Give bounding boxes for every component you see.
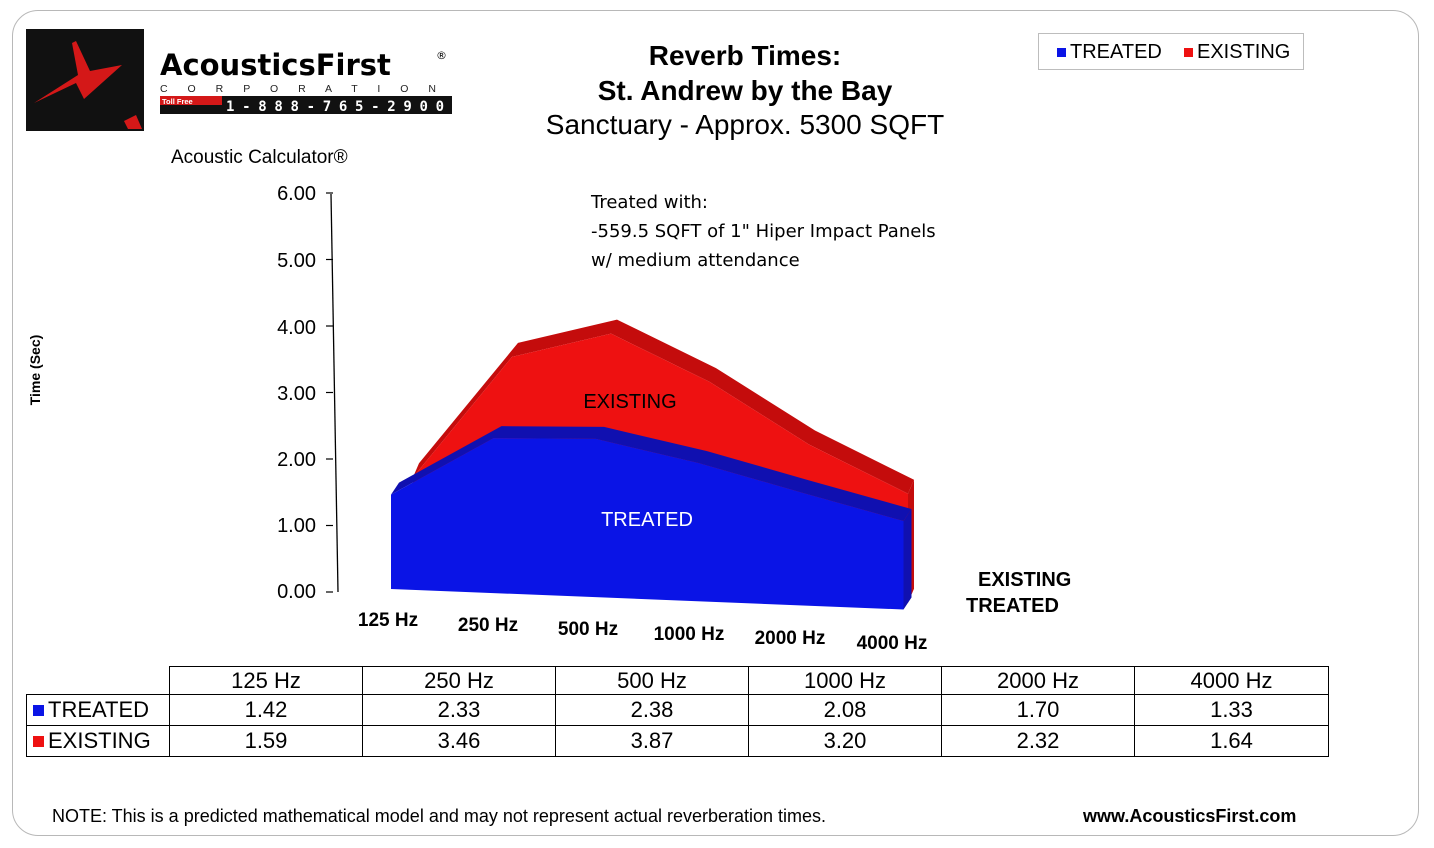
table-cell: 2.08 [748,694,942,726]
chart-subtitle: Sanctuary - Approx. 5300 SQFT [545,109,945,140]
table-row-label-text: TREATED [48,697,150,722]
treated-side-face [903,509,912,610]
table-cell: 3.20 [748,725,942,757]
table-header-cell: 500 Hz [555,666,749,695]
legend-swatch-treated [1057,48,1066,57]
table-cell: 1.42 [169,694,363,726]
treatment-annotation: Treated with: -559.5 SQFT of 1" Hiper Imp… [591,188,936,275]
x-tick-label: 1000 Hz [653,624,725,645]
depth-label-treated: TREATED [966,595,1059,617]
legend-swatch-existing [1184,48,1193,57]
table-header-cell: 4000 Hz [1134,666,1329,695]
table-cell: 2.32 [941,725,1135,757]
disclaimer-note: NOTE: This is a predicted mathematical m… [52,806,827,826]
table-cell: 3.46 [362,725,556,757]
chart-title-line1: Reverb Times: [648,40,842,71]
y-tick-label: 4.00 [277,317,316,339]
table-row-treated: TREATED 1.42 2.33 2.38 2.08 1.70 1.33 [26,694,1329,726]
y-tick-label: 5.00 [277,250,316,272]
table-cell: 1.33 [1134,694,1329,726]
x-tick-label: 2000 Hz [754,628,826,649]
treated-area [391,438,904,610]
treated-top-face [391,426,912,522]
x-tick-label: 4000 Hz [856,633,928,654]
chart-title-line2: St. Andrew by the Bay [597,75,893,106]
legend-label-existing: EXISTING [1197,41,1291,63]
website-link[interactable]: www.AcousticsFirst.com [1083,806,1297,826]
y-axis-line [330,193,339,593]
table-cell: 2.33 [362,694,556,726]
table-row-label-text: EXISTING [48,728,151,753]
chart-frame [12,10,1419,836]
depth-label-existing: EXISTING [978,569,1072,591]
y-tick-label: 0.00 [277,581,316,603]
table-cell: 1.64 [1134,725,1329,757]
y-tick-label: 2.00 [277,449,316,471]
table-row-label-existing: EXISTING [26,725,170,757]
legend-label-treated: TREATED [1070,41,1162,63]
x-tick-label: 250 Hz [457,615,519,636]
y-tick-label: 3.00 [277,383,316,405]
table-swatch-treated [33,705,44,716]
series-treated [390,426,912,610]
logo-registered: ® [436,49,447,62]
y-tick-label: 6.00 [277,183,316,205]
table-swatch-existing [33,736,44,747]
table-row-label-treated: TREATED [26,694,170,726]
annotation-line3: w/ medium attendance [591,250,800,271]
table-cell: 2.38 [555,694,749,726]
annotation-line2: -559.5 SQFT of 1" Hiper Impact Panels [591,221,936,242]
y-tick-label: 1.00 [277,515,316,537]
area-label-treated: TREATED [601,509,693,531]
table-header-row: 125 Hz 250 Hz 500 Hz 1000 Hz 2000 Hz 400… [26,666,1329,695]
logo-brand: AcousticsFirst [160,48,391,82]
chart-legend: TREATED EXISTING [1038,33,1304,70]
table-header-cell: 2000 Hz [941,666,1135,695]
x-tick-label: 500 Hz [557,619,619,640]
table-cell: 1.70 [941,694,1135,726]
chart-title-block: Reverb Times: St. Andrew by the Bay Sanc… [480,38,1010,142]
table-header-cell: 250 Hz [362,666,556,695]
table-cell: 1.59 [169,725,363,757]
annotation-line1: Treated with: [591,192,708,213]
table-header-cell: 1000 Hz [748,666,942,695]
data-table: 125 Hz 250 Hz 500 Hz 1000 Hz 2000 Hz 400… [26,666,1329,757]
x-tick-label: 125 Hz [357,610,419,631]
logo-toll-free: Toll Free [162,97,193,106]
table-cell: 3.87 [555,725,749,757]
table-row-existing: EXISTING 1.59 3.46 3.87 3.20 2.32 1.64 [26,725,1329,757]
y-tick-marks [326,192,333,593]
acoustics-first-logo: AcousticsFirst ® C O R P O R A T I O N T… [26,29,452,131]
acoustic-calculator-label: Acoustic Calculator® [171,147,348,168]
legend-item-treated: TREATED [1057,41,1162,63]
legend-item-existing: EXISTING [1184,41,1290,63]
table-header-cell: 125 Hz [169,666,363,695]
existing-top-face [413,319,914,494]
area-label-existing: EXISTING [583,391,677,413]
table-corner-cell [26,666,170,695]
